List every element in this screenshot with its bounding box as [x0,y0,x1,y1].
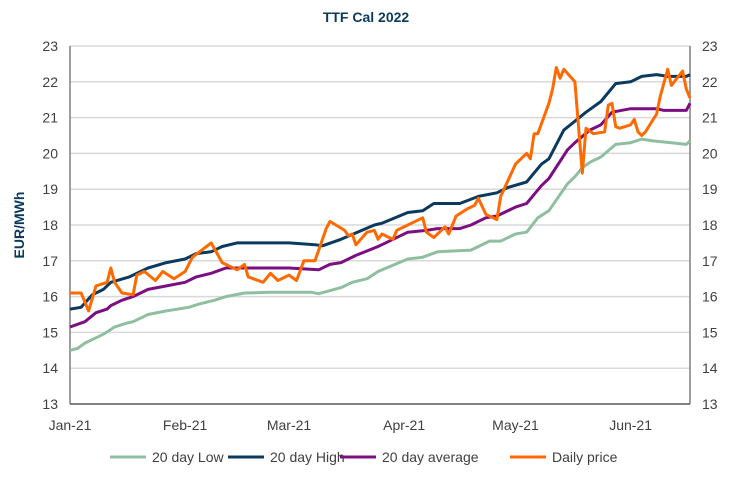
y-tick-label-left: 13 [42,396,58,412]
x-tick-label: Feb-21 [163,417,208,433]
series-line-daily-price [70,66,692,313]
y-tick-label-right: 13 [702,396,718,412]
y-tick-label-right: 18 [702,217,718,233]
y-tick-label-left: 16 [42,289,58,305]
legend-label: 20 day Low [152,449,224,465]
y-tick-label-left: 19 [42,181,58,197]
series-line-20-day-high [69,73,691,311]
y-tick-label-left: 21 [42,110,58,126]
legend-label: 20 day average [382,449,479,465]
y-tick-label-right: 19 [702,181,718,197]
x-tick-label: Mar-21 [267,417,312,433]
axes: 13 13 14 14 15 15 16 16 17 17 18 18 19 19 20 20 21 21 22 22… [42,38,717,433]
series-line-20-day-average [69,102,692,329]
chart-title: TTF Cal 2022 [323,9,410,25]
x-tick-label: Jun-21 [609,417,652,433]
y-tick-label-left: 18 [42,217,58,233]
legend-label: 20 day High [270,449,345,465]
y-tick-label-left: 17 [42,253,58,269]
x-tick-label: May-21 [492,417,539,433]
y-tick-label-right: 22 [702,74,718,90]
y-tick-label-right: 23 [702,38,718,54]
legend: 20 day Low 20 day High 20 day average Daily… [110,449,618,465]
y-tick-label-right: 20 [702,145,718,161]
y-tick-label-right: 16 [702,289,718,305]
y-tick-label-left: 20 [42,145,58,161]
x-tick-label: Apr-21 [383,417,425,433]
y-tick-label-right: 15 [702,324,718,340]
x-tick-label: Jan-21 [49,417,92,433]
y-tick-label-left: 22 [42,74,58,90]
y-tick-label-left: 14 [42,360,58,376]
legend-label: Daily price [552,449,618,465]
y-tick-label-right: 21 [702,110,718,126]
series-line-20-day-low [69,137,692,352]
y-tick-label-right: 17 [702,253,718,269]
y-axis-label: EUR/MWh [11,192,27,259]
y-tick-label-left: 23 [42,38,58,54]
y-tick-label-right: 14 [702,360,718,376]
y-tick-label-left: 15 [42,324,58,340]
series-lines [69,66,692,352]
gridlines [70,45,690,369]
